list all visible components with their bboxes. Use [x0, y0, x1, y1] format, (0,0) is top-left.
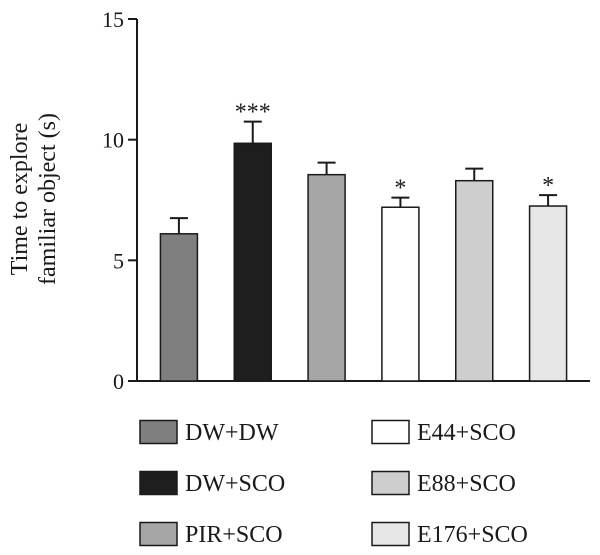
legend-swatch	[371, 470, 410, 496]
y-axis-title-line-2: familiar object (s)	[35, 113, 61, 285]
y-tick-label: 10	[102, 128, 124, 153]
legend-label: PIR+SCO	[185, 522, 283, 548]
legend-swatch	[371, 419, 410, 445]
y-tick-label: 5	[113, 248, 124, 273]
significance-label: ***	[235, 100, 271, 126]
legend-label: DW+SCO	[185, 471, 285, 497]
legend-swatch	[371, 521, 410, 547]
y-tick-label: 15	[102, 7, 124, 32]
bar	[159, 233, 199, 382]
legend-label: DW+DW	[185, 420, 279, 446]
bar	[381, 206, 420, 382]
legend-label: E176+SCO	[417, 522, 528, 548]
bar	[455, 179, 494, 382]
legend-swatch	[139, 470, 178, 496]
y-axis-title-line-1: Time to explore	[7, 123, 33, 275]
legend-swatch	[139, 521, 178, 547]
y-tick-label: 0	[113, 369, 124, 394]
legend-label: E88+SCO	[417, 471, 516, 497]
legend-swatch	[139, 419, 178, 445]
significance-label: *	[394, 176, 406, 202]
bar	[307, 173, 346, 382]
bar	[528, 205, 568, 382]
legend-label: E44+SCO	[417, 420, 516, 446]
legend: DW+DW DW+SCO PIR+SCO E44+SCO E88+SCO E176+SCO	[139, 419, 528, 548]
bar	[233, 142, 272, 382]
significance-label: *	[542, 173, 554, 199]
